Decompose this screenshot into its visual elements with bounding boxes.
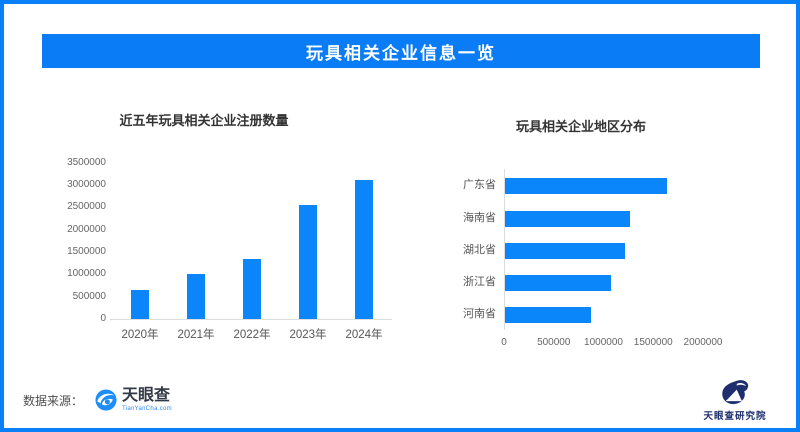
x-axis-tick-label: 1500000 [633, 337, 673, 348]
tianyancha-logo-icon [95, 389, 117, 411]
y-axis-tick-label: 2500000 [67, 201, 106, 213]
tianyancha-url: TianYanCha.com [122, 406, 172, 412]
data-source-label: 数据来源： [23, 393, 84, 408]
tianyancha-wordmark-group: 天眼查 TianYanCha.com [122, 387, 172, 413]
bar-2020年 [131, 289, 149, 319]
category-label: 浙江省 [463, 276, 496, 288]
right-chart-title: 玩具相关企业地区分布 [515, 119, 647, 134]
bar-河南省 [505, 307, 591, 323]
research-institute-label: 天眼查研究院 [703, 411, 767, 422]
x-axis-tick-label: 500000 [537, 337, 571, 348]
bar-湖北省 [505, 242, 626, 259]
category-label: 海南省 [463, 211, 496, 224]
tianyancha-research-eye-icon [720, 379, 750, 406]
bar-浙江省 [505, 275, 612, 291]
category-label: 广东省 [463, 179, 496, 191]
bar-2022年 [243, 258, 261, 319]
title-banner: 玩具相关企业信息一览 [42, 34, 760, 68]
category-label: 湖北省 [463, 243, 496, 256]
bar-广东省 [505, 178, 668, 194]
y-axis-tick-label: 0 [100, 313, 106, 324]
x-axis-category-label: 2020年 [121, 329, 159, 341]
y-axis-tick-label: 3000000 [67, 178, 106, 190]
y-axis-tick-label: 1500000 [67, 245, 106, 257]
x-axis-line [110, 319, 392, 320]
y-axis-tick-label: 1000000 [67, 268, 106, 280]
x-axis-category-label: 2021年 [177, 329, 215, 341]
bar-2021年 [187, 274, 205, 319]
x-axis-tick-label: 0 [501, 337, 507, 348]
bar-2024年 [355, 180, 373, 319]
bar-海南省 [505, 210, 631, 227]
category-label: 河南省 [463, 308, 496, 320]
left-chart-title: 近五年玩具相关企业注册数量 [119, 113, 289, 128]
x-axis-category-label: 2024年 [345, 329, 383, 341]
x-axis-category-label: 2023年 [289, 329, 327, 341]
data-source: 数据来源： 天眼查 TianYanCha.com [23, 387, 172, 413]
y-axis-tick-label: 500000 [72, 290, 106, 302]
x-axis-tick-label: 2000000 [683, 337, 723, 348]
tianyancha-wordmark: 天眼查 [122, 387, 171, 404]
category-axis-line [504, 169, 505, 330]
y-axis-tick-label: 3500000 [67, 156, 106, 168]
research-institute-logo: 天眼查研究院 [698, 379, 772, 422]
page-title: 玩具相关企业信息一览 [306, 43, 496, 63]
y-axis-tick-label: 2000000 [67, 223, 106, 235]
bar-2023年 [299, 204, 317, 319]
x-axis-tick-label: 1000000 [584, 337, 623, 348]
x-axis-category-label: 2022年 [233, 329, 271, 341]
